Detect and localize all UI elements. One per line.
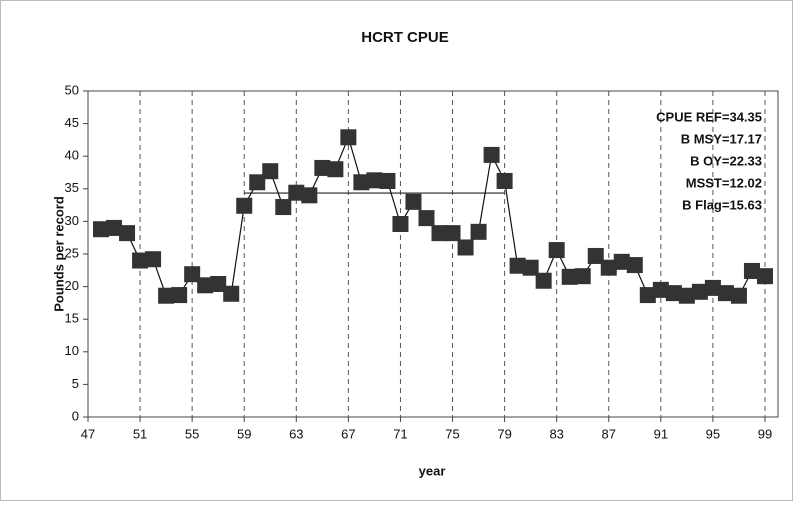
x-tick-label: 55 <box>185 426 199 441</box>
marker <box>548 242 565 259</box>
marker <box>483 146 500 163</box>
marker <box>171 287 188 304</box>
marker <box>314 159 331 176</box>
marker <box>561 268 578 285</box>
marker <box>678 287 695 304</box>
y-tick-label: 45 <box>65 115 79 130</box>
marker <box>652 281 669 298</box>
y-tick-label: 50 <box>65 82 79 97</box>
x-tick-label: 75 <box>445 426 459 441</box>
chart-title: HCRT CPUE <box>361 29 449 46</box>
marker <box>743 262 760 279</box>
marker <box>288 184 305 201</box>
y-tick-label: 5 <box>72 376 79 391</box>
marker <box>717 285 734 302</box>
marker <box>93 221 110 238</box>
marker <box>301 187 318 204</box>
x-axis-label: year <box>419 463 446 478</box>
marker <box>444 225 461 242</box>
marker <box>106 219 123 236</box>
marker <box>353 174 370 191</box>
annotation: MSST=12.02 <box>686 175 762 190</box>
marker <box>691 283 708 300</box>
x-tick-label: 83 <box>549 426 563 441</box>
marker <box>210 275 227 292</box>
marker <box>119 225 136 242</box>
marker <box>756 268 773 285</box>
x-tick-label: 95 <box>706 426 720 441</box>
marker <box>132 252 149 269</box>
marker <box>327 161 344 178</box>
x-tick-label: 79 <box>497 426 511 441</box>
x-tick-label: 99 <box>758 426 772 441</box>
marker <box>639 287 656 304</box>
marker <box>236 197 253 214</box>
marker <box>418 210 435 227</box>
marker <box>262 163 279 180</box>
y-tick-label: 0 <box>72 408 79 423</box>
marker <box>392 216 409 233</box>
marker <box>730 287 747 304</box>
y-tick-label: 40 <box>65 148 79 163</box>
marker <box>574 268 591 285</box>
marker <box>184 266 201 283</box>
marker <box>457 239 474 256</box>
marker <box>600 259 617 276</box>
marker <box>522 259 539 276</box>
annotation: B OY=22.33 <box>690 153 762 168</box>
y-tick-label: 15 <box>65 311 79 326</box>
x-tick-label: 71 <box>393 426 407 441</box>
marker <box>431 225 448 242</box>
x-tick-label: 91 <box>654 426 668 441</box>
x-tick-label: 63 <box>289 426 303 441</box>
annotation: CPUE REF=34.35 <box>656 109 762 124</box>
marker <box>665 285 682 302</box>
y-tick-label: 20 <box>65 278 79 293</box>
marker <box>496 172 513 189</box>
marker <box>704 279 721 296</box>
marker <box>223 285 240 302</box>
annotation: B MSY=17.17 <box>681 131 762 146</box>
marker <box>249 174 266 191</box>
marker <box>145 251 162 268</box>
x-tick-label: 47 <box>81 426 95 441</box>
x-tick-label: 87 <box>602 426 616 441</box>
marker <box>509 257 526 274</box>
marker <box>197 277 214 294</box>
annotation: B Flag=15.63 <box>682 197 762 212</box>
marker <box>379 172 396 189</box>
marker <box>470 223 487 240</box>
x-tick-label: 67 <box>341 426 355 441</box>
x-tick-label: 59 <box>237 426 251 441</box>
marker <box>626 257 643 274</box>
y-tick-label: 25 <box>65 245 79 260</box>
y-tick-label: 10 <box>65 343 79 358</box>
y-axis-label: Pounds per record <box>51 196 66 312</box>
y-tick-label: 35 <box>65 180 79 195</box>
marker <box>405 193 422 210</box>
marker <box>587 247 604 264</box>
marker <box>158 287 175 304</box>
x-tick-label: 51 <box>133 426 147 441</box>
marker <box>366 172 383 189</box>
marker <box>275 199 292 216</box>
marker <box>340 129 357 146</box>
marker <box>613 253 630 270</box>
y-tick-label: 30 <box>65 213 79 228</box>
marker <box>535 272 552 289</box>
